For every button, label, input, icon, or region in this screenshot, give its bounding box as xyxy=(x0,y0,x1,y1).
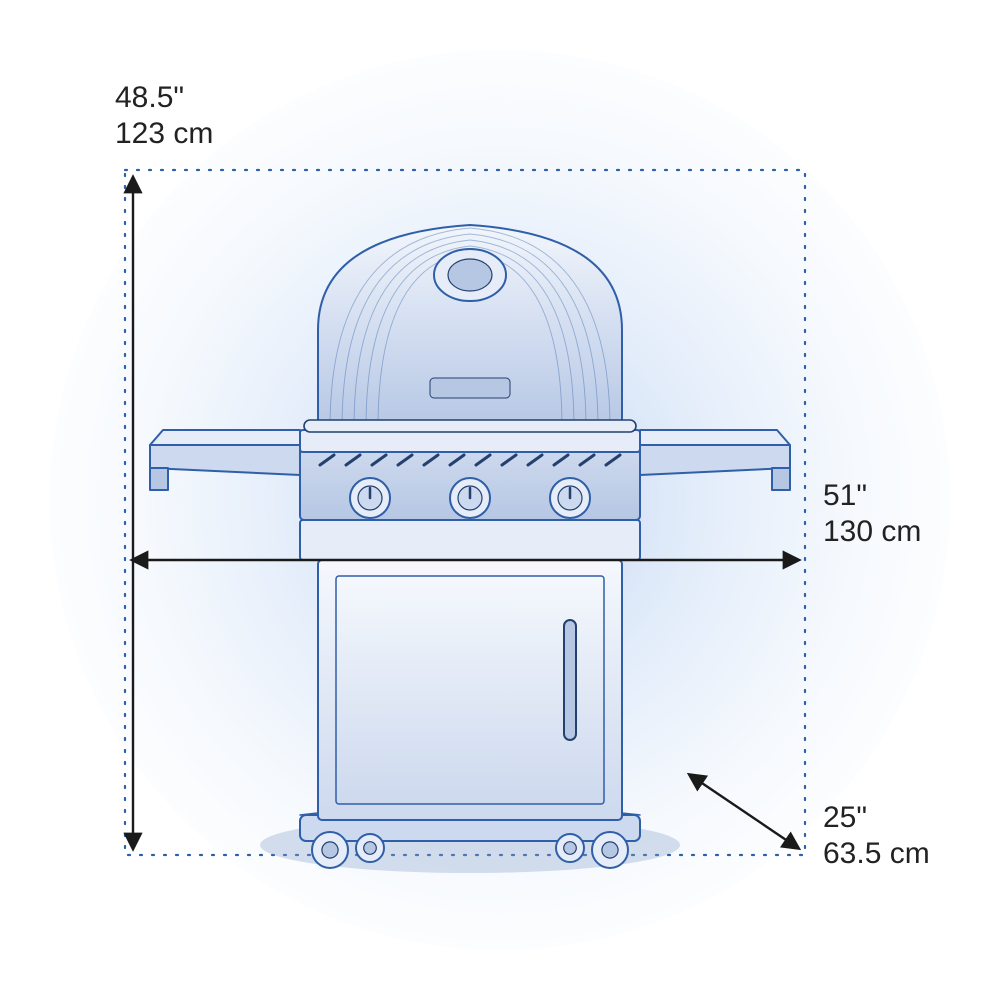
diagram-svg xyxy=(0,0,1000,1000)
depth-arrow xyxy=(690,775,798,848)
diagram-stage: 48.5" 123 cm 51" 130 cm 25" 63.5 cm xyxy=(0,0,1000,1000)
grill-illustration xyxy=(150,225,790,873)
